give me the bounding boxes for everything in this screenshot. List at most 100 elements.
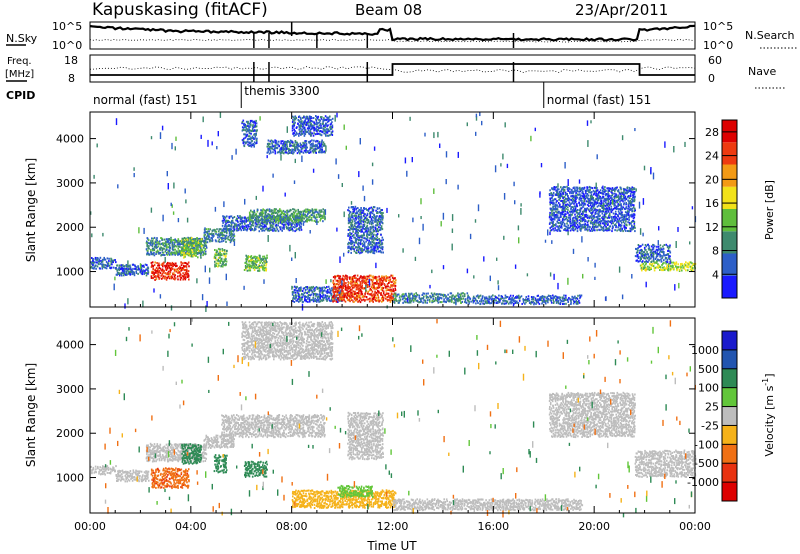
power-echo-cell: [277, 224, 279, 227]
power-echo-cell: [231, 219, 234, 222]
power-echo-cell: [215, 249, 218, 252]
power-echo-cell: [576, 220, 578, 223]
power-echo-cell: [154, 275, 157, 278]
power-echo-cell: [375, 217, 377, 220]
power-echo-cell: [361, 209, 363, 212]
power-echo-cell: [282, 146, 284, 149]
power-echo-cell: [579, 227, 581, 230]
power-echo-cell: [371, 237, 374, 240]
power-echo-cell: [239, 227, 242, 230]
power-echo-cell: [162, 277, 164, 280]
power-echo-cell: [275, 146, 277, 149]
power-echo-cell: [204, 253, 207, 255]
power-echo-cell: [379, 220, 382, 223]
power-echo-cell: [229, 230, 231, 233]
power-echo-cell: [111, 263, 113, 266]
power-echo-cell: [363, 275, 365, 278]
power-echo-cell: [429, 295, 431, 298]
power-echo-cell: [230, 225, 232, 228]
power-echo-cell: [161, 268, 164, 271]
power-echo-cell: [99, 267, 101, 270]
power-echo-cell: [372, 216, 375, 219]
power-echo-cell: [569, 192, 571, 195]
power-echo-cell: [566, 203, 569, 206]
power-echo-cell: [168, 253, 171, 256]
power-echo-cell: [360, 275, 362, 278]
power-echo-cell: [96, 265, 99, 268]
power-echo-cell: [378, 300, 380, 303]
power-echo-cell: [173, 268, 176, 271]
power-echo-cell: [183, 277, 185, 280]
power-echo-cell: [303, 126, 306, 129]
power-echo-cell: [304, 295, 307, 298]
power-echo-cell: [574, 225, 576, 228]
power-echo-cell: [429, 296, 432, 299]
power-echo-cell: [376, 229, 379, 232]
power-echo-cell: [592, 206, 595, 209]
power-echo-cell: [202, 246, 205, 249]
power-echo-cell: [308, 209, 310, 212]
power-echo-cell: [380, 218, 382, 221]
power-echo-cell: [394, 287, 396, 290]
power-echo-cell: [355, 277, 357, 280]
power-echo-cell: [597, 219, 599, 222]
power-echo-cell: [579, 219, 581, 222]
power-echo-cell: [579, 188, 581, 191]
power-echo-cell: [314, 289, 316, 292]
power-echo-cell: [305, 117, 308, 120]
power-echo-cell: [293, 144, 295, 147]
power-echo-cell: [245, 268, 247, 271]
power-echo-cell: [468, 300, 470, 303]
power-echo-cell: [371, 283, 374, 286]
power-echo-cell: [373, 294, 375, 297]
power-echo-cell: [595, 194, 597, 197]
power-echo-cell: [292, 216, 294, 219]
power-echo-cell: [394, 289, 397, 292]
power-echo-cell: [250, 264, 252, 267]
power-echo-cell: [322, 151, 324, 154]
power-echo-cell: [183, 254, 185, 257]
power-echo-cell: [578, 190, 581, 193]
power-echo-cell: [217, 240, 220, 243]
power-echo-cell: [594, 219, 596, 222]
power-echo-cell: [385, 275, 387, 278]
power-echo-cell: [558, 217, 560, 220]
power-echo-cell: [506, 300, 509, 303]
power-echo-cell: [543, 300, 545, 302]
power-echo-cell: [373, 286, 375, 289]
power-echo-cell: [319, 211, 321, 214]
power-echo-cell: [232, 217, 234, 219]
power-echo-cell: [539, 296, 541, 299]
power-echo-cell: [572, 192, 574, 195]
power-echo-cell: [361, 236, 364, 239]
power-echo-cell: [381, 296, 384, 299]
power-echo-cell: [225, 254, 227, 257]
power-echo-cell: [165, 267, 167, 270]
power-echo-cell: [315, 298, 318, 301]
power-echo-cell: [376, 282, 378, 285]
power-echo-cell: [167, 266, 169, 269]
power-echo-cell: [576, 190, 579, 193]
power-echo-cell: [254, 263, 257, 265]
power-echo-cell: [363, 223, 366, 226]
power-echo-cell: [562, 202, 565, 205]
power-echo-cell: [567, 206, 569, 209]
power-echo-cell: [186, 263, 189, 266]
power-echo-cell: [255, 215, 258, 218]
power-echo-cell: [315, 216, 317, 219]
power-echo-cell: [340, 280, 342, 283]
power-echo-cell: [550, 297, 553, 300]
power-echo-cell: [250, 129, 253, 132]
power-echo-cell: [303, 287, 306, 289]
power-echo-cell: [592, 203, 594, 206]
power-echo-cell: [360, 207, 362, 209]
power-echo-cell: [272, 145, 275, 148]
power-echo-cell: [426, 301, 428, 304]
power-echo-cell: [310, 117, 313, 120]
power-echo-cell: [265, 225, 267, 228]
power-echo-cell: [310, 143, 313, 145]
power-echo-cell: [372, 235, 374, 238]
power-echo-cell: [337, 274, 339, 277]
power-echo-cell: [162, 242, 165, 245]
power-echo-cell: [291, 141, 294, 144]
